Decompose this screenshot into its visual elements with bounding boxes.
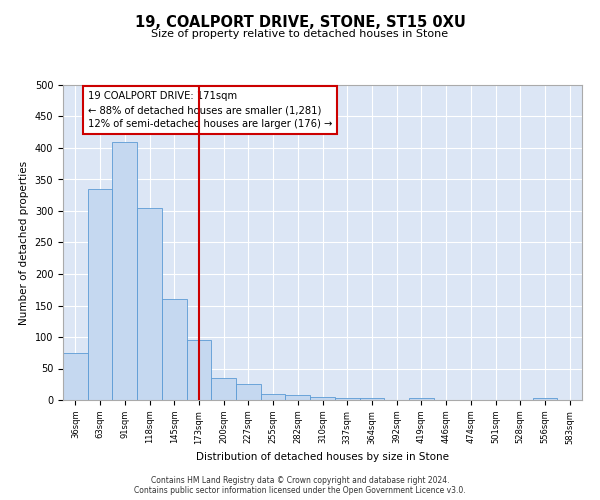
Text: 19, COALPORT DRIVE, STONE, ST15 0XU: 19, COALPORT DRIVE, STONE, ST15 0XU xyxy=(134,15,466,30)
Bar xyxy=(286,395,310,400)
Bar xyxy=(137,208,162,400)
Y-axis label: Number of detached properties: Number of detached properties xyxy=(19,160,29,324)
Bar xyxy=(533,398,557,400)
Bar xyxy=(409,398,434,400)
Text: Contains HM Land Registry data © Crown copyright and database right 2024.
Contai: Contains HM Land Registry data © Crown c… xyxy=(134,476,466,495)
Text: 19 COALPORT DRIVE: 171sqm
← 88% of detached houses are smaller (1,281)
12% of se: 19 COALPORT DRIVE: 171sqm ← 88% of detac… xyxy=(88,92,332,130)
Bar xyxy=(335,398,359,400)
Bar xyxy=(63,353,88,400)
Bar xyxy=(261,394,286,400)
Bar xyxy=(88,189,112,400)
Bar xyxy=(236,384,261,400)
Bar xyxy=(112,142,137,400)
Bar xyxy=(162,299,187,400)
Bar xyxy=(187,340,211,400)
Bar xyxy=(359,398,384,400)
Bar xyxy=(211,378,236,400)
X-axis label: Distribution of detached houses by size in Stone: Distribution of detached houses by size … xyxy=(196,452,449,462)
Text: Size of property relative to detached houses in Stone: Size of property relative to detached ho… xyxy=(151,29,449,39)
Bar xyxy=(310,398,335,400)
